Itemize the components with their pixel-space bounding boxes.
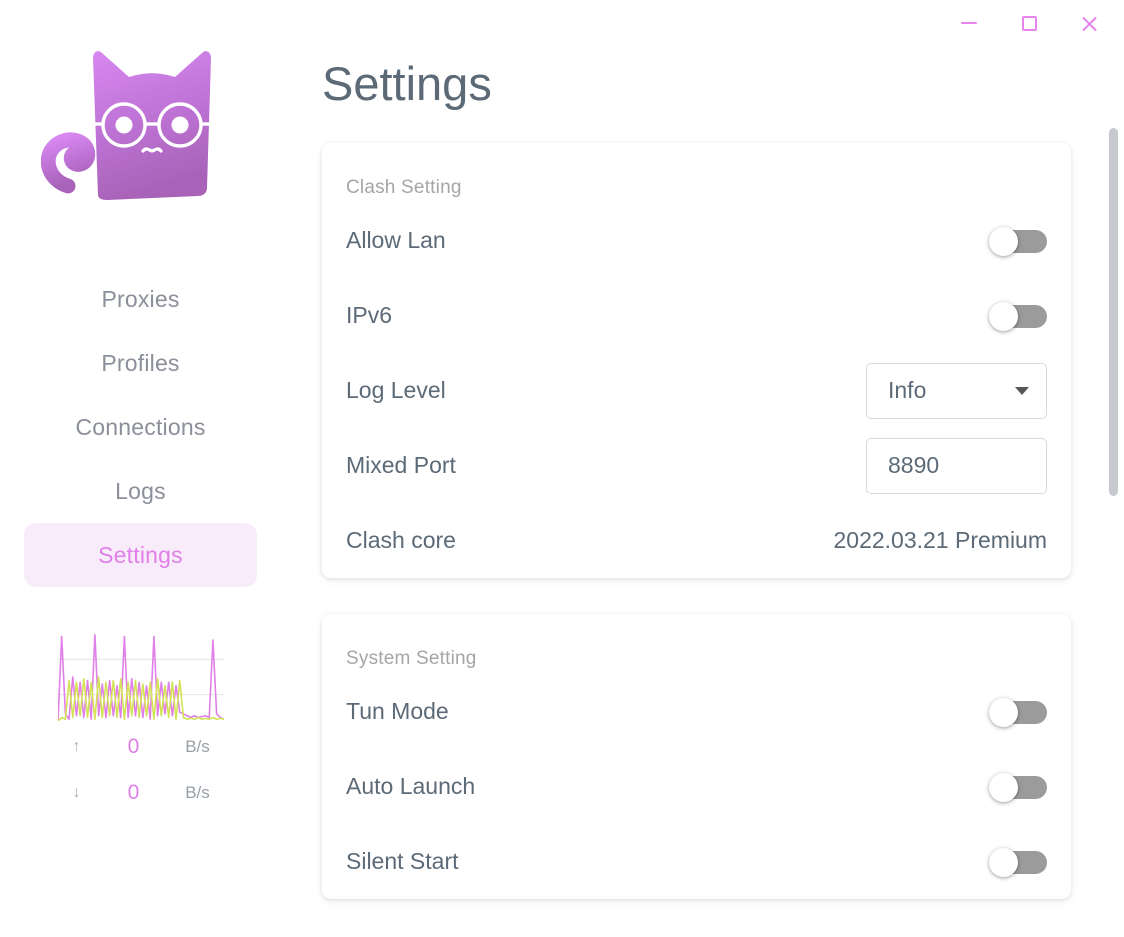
download-stat-row: ↓ 0 B/s <box>51 781 231 805</box>
main-content: Settings Clash Setting Allow Lan IPv6 <box>281 0 1124 937</box>
settings-cards: Clash Setting Allow Lan IPv6 <box>322 143 1071 899</box>
upload-value: 0 <box>127 735 140 758</box>
sidebar-item-label: Profiles <box>101 349 180 376</box>
clash-core-version: 2022.03.21 Premium <box>833 527 1047 553</box>
setting-row-silent-start: Silent Start <box>346 824 1047 899</box>
setting-row-allow-lan: Allow Lan <box>346 203 1047 278</box>
sidebar-item-label: Settings <box>98 541 183 568</box>
setting-label: IPv6 <box>346 302 393 328</box>
window-controls <box>952 8 1106 38</box>
traffic-panel: ↑ 0 B/s ↓ 0 B/s <box>24 633 257 805</box>
log-level-value: Info <box>888 377 927 403</box>
minimize-button[interactable] <box>952 8 986 38</box>
silent-start-toggle[interactable] <box>989 847 1047 877</box>
upload-arrow-icon: ↑ <box>72 738 81 755</box>
scrollbar-thumb[interactable] <box>1109 128 1118 496</box>
traffic-chart <box>57 633 224 721</box>
toggle-knob <box>989 772 1018 802</box>
sidebar-item-label: Connections <box>75 413 206 440</box>
ipv6-toggle[interactable] <box>989 301 1047 331</box>
card-clash-setting: Clash Setting Allow Lan IPv6 <box>322 143 1071 578</box>
setting-label: Tun Mode <box>346 698 449 724</box>
sidebar-item-logs[interactable]: Logs <box>24 459 257 523</box>
setting-row-auto-launch: Auto Launch <box>346 749 1047 824</box>
sidebar-item-proxies[interactable]: Proxies <box>24 267 257 331</box>
page-title: Settings <box>322 57 492 110</box>
setting-row-tun-mode: Tun Mode <box>346 674 1047 749</box>
setting-row-mixed-port: Mixed Port 8890 <box>346 428 1047 503</box>
main-scrollbar[interactable] <box>1109 0 1118 937</box>
log-level-select[interactable]: Info <box>866 362 1047 419</box>
mixed-port-value: 8890 <box>888 452 940 478</box>
sidebar-item-connections[interactable]: Connections <box>24 395 257 459</box>
mixed-port-input[interactable]: 8890 <box>866 437 1047 494</box>
logo <box>40 20 241 225</box>
minimize-icon <box>961 22 977 24</box>
setting-label: Allow Lan <box>346 227 446 253</box>
sidebar-item-label: Proxies <box>101 285 180 312</box>
setting-row-log-level: Log Level Info <box>346 353 1047 428</box>
upload-stat-row: ↑ 0 B/s <box>51 735 231 759</box>
toggle-knob <box>989 847 1018 877</box>
setting-label: Silent Start <box>346 848 459 874</box>
close-button[interactable] <box>1072 8 1106 38</box>
card-title: System Setting <box>346 648 477 669</box>
allow-lan-toggle[interactable] <box>989 226 1047 256</box>
toggle-knob <box>989 301 1018 331</box>
download-value: 0 <box>127 781 140 804</box>
sidebar-item-settings[interactable]: Settings <box>24 523 257 587</box>
setting-label: Log Level <box>346 377 446 403</box>
tun-mode-toggle[interactable] <box>989 697 1047 727</box>
setting-row-clash-core: Clash core 2022.03.21 Premium <box>346 503 1047 578</box>
clash-cat-logo-icon <box>40 51 211 200</box>
sidebar-nav: Proxies Profiles Connections Logs Settin… <box>24 267 257 587</box>
download-arrow-icon: ↓ <box>72 784 81 801</box>
sidebar-item-profiles[interactable]: Profiles <box>24 331 257 395</box>
setting-label: Mixed Port <box>346 452 456 478</box>
card-system-setting: System Setting Tun Mode Auto Launch <box>322 614 1071 899</box>
setting-label: Auto Launch <box>346 773 476 799</box>
setting-row-ipv6: IPv6 <box>346 278 1047 353</box>
upload-unit: B/s <box>185 737 210 756</box>
traffic-chart-svg <box>57 633 224 721</box>
close-icon <box>1080 14 1099 33</box>
toggle-knob <box>989 226 1018 256</box>
auto-launch-toggle[interactable] <box>989 772 1047 802</box>
sidebar: Proxies Profiles Connections Logs Settin… <box>0 0 281 937</box>
card-title: Clash Setting <box>346 177 462 198</box>
maximize-button[interactable] <box>1012 8 1046 38</box>
sidebar-item-label: Logs <box>115 477 166 504</box>
setting-label: Clash core <box>346 527 456 553</box>
toggle-knob <box>989 697 1018 727</box>
chevron-down-icon <box>1015 386 1029 395</box>
maximize-icon <box>1021 15 1037 31</box>
traffic-stats: ↑ 0 B/s ↓ 0 B/s <box>51 735 231 805</box>
download-unit: B/s <box>185 783 210 802</box>
